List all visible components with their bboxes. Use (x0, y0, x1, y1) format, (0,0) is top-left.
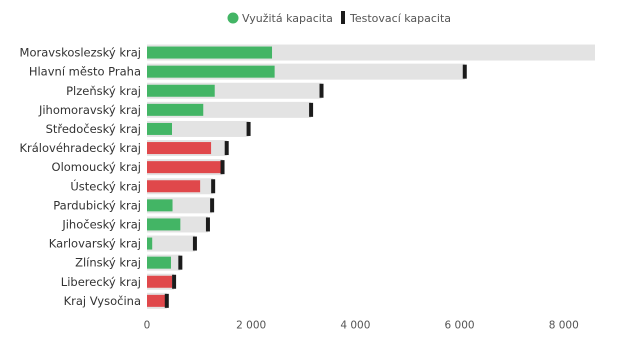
bar-row: Zlínský kraj (75, 254, 183, 271)
capacity-bar (147, 235, 195, 252)
category-label: Plzeňský kraj (66, 84, 141, 98)
capacity-marker (309, 102, 314, 117)
legend-label-capacity: Testovací kapacita (349, 12, 451, 25)
capacity-marker (462, 64, 467, 79)
category-label: Olomoucký kraj (52, 160, 141, 174)
bar-row: Liberecký kraj (61, 273, 177, 290)
legend-swatch-used (227, 12, 239, 24)
bar-row: Ústecký kraj (70, 178, 216, 195)
capacity-marker (172, 274, 177, 289)
category-label: Ústecký kraj (70, 178, 141, 193)
bar-row: Olomoucký kraj (52, 159, 225, 176)
capacity-marker (210, 198, 215, 213)
category-label: Moravskoslezský kraj (20, 46, 141, 60)
x-axis: 0 2 000 4 000 6 000 8 000 (144, 319, 579, 331)
category-label: Pardubický kraj (53, 198, 141, 212)
capacity-marker (192, 236, 197, 251)
category-label: Středočeský kraj (46, 122, 141, 136)
bar-row: Plzeňský kraj (66, 82, 324, 99)
bar-row: Moravskoslezský kraj (20, 44, 595, 61)
category-label: Hlavní město Praha (29, 65, 141, 79)
category-label: Zlínský kraj (75, 256, 141, 270)
used-bar (147, 65, 275, 78)
bar-row: Hlavní město Praha (29, 63, 467, 80)
legend: Využitá kapacita Testovací kapacita (227, 11, 451, 25)
bar-row: Karlovarský kraj (49, 235, 197, 252)
x-tick-label: 8 000 (549, 319, 579, 331)
category-label: Karlovarský kraj (49, 237, 141, 251)
category-label: Kraj Vysočina (64, 294, 141, 308)
bar-row: Pardubický kraj (53, 197, 215, 214)
category-label: Jihomoravský kraj (38, 103, 141, 117)
legend-label-used: Využitá kapacita (242, 12, 333, 25)
bar-row: Jihočeský kraj (61, 216, 210, 233)
bar-row: Středočeský kraj (46, 120, 251, 137)
legend-swatch-capacity (341, 11, 345, 24)
used-bar (147, 199, 173, 212)
category-label: Královéhradecký kraj (19, 141, 141, 155)
bar-row: Jihomoravský kraj (38, 101, 314, 118)
used-bar (147, 275, 173, 288)
capacity-marker (246, 121, 251, 136)
used-bar (147, 84, 215, 97)
plot-area: Moravskoslezský kraj Hlavní město Praha Pl… (19, 44, 595, 309)
capacity-marker (220, 160, 225, 175)
capacity-marker (319, 83, 324, 98)
category-label: Jihočeský kraj (61, 217, 141, 231)
category-label: Liberecký kraj (61, 275, 141, 289)
used-bar (147, 294, 166, 307)
used-bar (147, 142, 212, 155)
used-bar (147, 237, 153, 250)
capacity-marker (211, 179, 216, 194)
used-bar (147, 218, 181, 231)
used-bar (147, 122, 173, 135)
bar-row: Královéhradecký kraj (19, 140, 229, 157)
x-tick-label: 6 000 (445, 319, 475, 331)
capacity-marker (224, 141, 229, 156)
capacity-marker (164, 293, 169, 308)
used-bar (147, 161, 222, 174)
capacity-bar (147, 120, 249, 137)
x-tick-label: 0 (144, 319, 151, 331)
capacity-marker (178, 255, 183, 270)
used-bar (147, 103, 204, 116)
bar-row: Kraj Vysočina (64, 292, 169, 309)
used-bar (147, 256, 171, 269)
used-bar (147, 46, 273, 59)
capacity-marker (205, 217, 210, 232)
used-bar (147, 180, 201, 193)
x-tick-label: 4 000 (340, 319, 370, 331)
x-tick-label: 2 000 (236, 319, 266, 331)
